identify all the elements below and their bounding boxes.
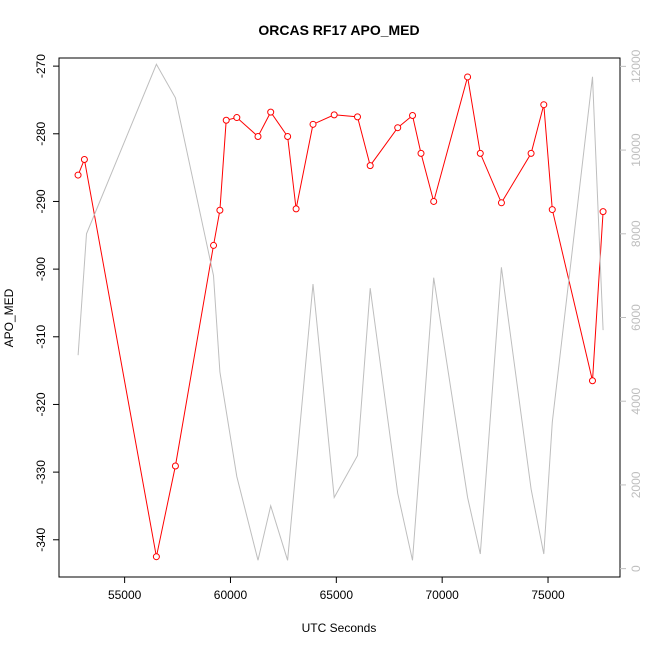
data-point — [284, 132, 292, 140]
y-tick-label: -280 — [34, 121, 48, 145]
y2-tick-label: 0 — [629, 565, 643, 572]
plot-marks: 55000 60000 65000 70000 75000-340-330-320-31… — [34, 49, 643, 602]
x-tick-label: 75000 — [531, 588, 565, 602]
secondary-series-line — [77, 63, 604, 561]
data-point — [152, 553, 160, 561]
data-point — [588, 377, 596, 385]
data-point — [476, 149, 484, 157]
data-point — [74, 171, 82, 179]
data-point — [330, 111, 338, 119]
y2-tick-label: 2000 — [629, 471, 643, 498]
y2-tick-label: 10000 — [629, 133, 643, 167]
y2-tick-label: 4000 — [629, 388, 643, 415]
data-point — [430, 197, 438, 205]
data-point — [233, 114, 241, 122]
data-point — [216, 206, 224, 214]
y2-tick-label: 12000 — [629, 49, 643, 83]
data-point — [309, 120, 317, 128]
data-point — [409, 112, 417, 120]
y2-tick-label: 8000 — [629, 220, 643, 247]
data-point — [292, 205, 300, 213]
data-point — [464, 73, 472, 81]
data-point — [267, 108, 275, 116]
y-tick-label: -340 — [34, 527, 48, 551]
data-point — [417, 149, 425, 157]
data-point — [540, 101, 548, 109]
data-point — [548, 206, 556, 214]
y-tick-label: -330 — [34, 460, 48, 484]
y-tick-label: -320 — [34, 392, 48, 416]
data-point — [210, 241, 218, 249]
data-point — [366, 162, 374, 170]
y-tick-label: -290 — [34, 189, 48, 213]
primary-series-line — [77, 76, 604, 557]
x-tick-label: 70000 — [425, 588, 459, 602]
x-tick-label: 65000 — [320, 588, 354, 602]
data-point — [353, 113, 361, 121]
y-tick-label: -270 — [34, 54, 48, 78]
x-tick-label: 60000 — [214, 588, 248, 602]
y2-tick-label: 6000 — [629, 304, 643, 331]
data-point — [497, 199, 505, 207]
data-point — [599, 208, 607, 216]
y-tick-label: -300 — [34, 257, 48, 281]
data-point — [394, 124, 402, 132]
data-point — [527, 149, 535, 157]
data-point — [80, 155, 88, 163]
chart-title: ORCAS RF17 APO_MED — [258, 22, 419, 38]
data-point — [222, 116, 230, 124]
y-tick-label: -310 — [34, 324, 48, 348]
data-point — [254, 132, 262, 140]
x-axis-label: UTC Seconds — [302, 621, 377, 635]
data-point — [171, 462, 179, 470]
x-tick-label: 55000 — [108, 588, 142, 602]
y-axis-label: APO_MED — [2, 288, 16, 347]
